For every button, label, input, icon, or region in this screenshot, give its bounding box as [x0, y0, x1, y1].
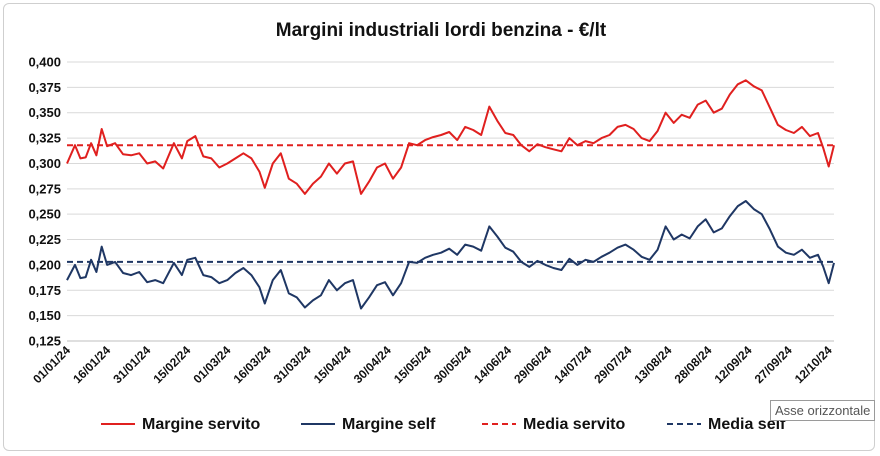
x-tick-label: 31/03/24	[271, 343, 314, 386]
axis-tooltip: Asse orizzontale	[770, 400, 876, 421]
series-line	[66, 79, 835, 195]
legend-label: Media self	[708, 416, 786, 433]
x-tick-label: 15/02/24	[150, 343, 193, 386]
y-tick-label: 0,225	[28, 232, 61, 247]
x-tick-label: 16/03/24	[231, 343, 274, 386]
x-tick-label: 29/06/24	[511, 343, 554, 386]
legend-label: Margine self	[342, 416, 436, 433]
y-tick-label: 0,400	[28, 55, 61, 70]
legend: Margine servito Margine self Media servito…	[101, 416, 786, 433]
x-tick-label: 14/07/24	[551, 343, 594, 386]
x-tick-label: 01/03/24	[191, 343, 234, 386]
x-tick-label: 16/01/24	[70, 343, 113, 386]
series-line	[66, 200, 835, 310]
y-tick-label: 0,125	[28, 334, 61, 349]
x-tick-label: 15/05/24	[391, 343, 434, 386]
x-tick-label: 30/04/24	[351, 343, 394, 386]
y-tick-label: 0,275	[28, 181, 61, 196]
y-tick-label: 0,200	[28, 257, 61, 272]
x-tick-label: 12/09/24	[712, 343, 755, 386]
x-tick-label: 12/10/24	[792, 343, 835, 386]
x-tick-label: 28/08/24	[672, 343, 715, 386]
y-tick-label: 0,375	[28, 80, 61, 95]
y-tick-label: 0,350	[28, 105, 61, 120]
y-tick-label: 0,300	[28, 156, 61, 171]
x-axis[interactable]: 01/01/2416/01/2431/01/2415/02/2401/03/24…	[30, 340, 835, 386]
chart-container: Margini industriali lordi benzina - €/lt…	[3, 3, 876, 451]
plot-area	[66, 79, 835, 310]
y-tick-label: 0,175	[28, 283, 61, 298]
y-tick-label: 0,250	[28, 207, 61, 222]
y-axis: 0,125 0,150 0,175 0,200 0,225 0,250 0,275 0,300…	[28, 55, 61, 349]
x-tick-label: 29/07/24	[591, 343, 634, 386]
x-tick-label: 27/09/24	[752, 343, 795, 386]
y-tick-label: 0,150	[28, 308, 61, 323]
x-tick-label: 31/01/24	[110, 343, 153, 386]
x-tick-label: 30/05/24	[431, 343, 474, 386]
chart-svg: Margini industriali lordi benzina - €/lt…	[28, 20, 835, 433]
x-tick-label: 14/06/24	[471, 343, 514, 386]
x-tick-label: 15/04/24	[311, 343, 354, 386]
chart-title: Margini industriali lordi benzina - €/lt	[276, 20, 607, 41]
legend-label: Margine servito	[142, 416, 260, 433]
gridlines	[67, 61, 834, 342]
x-tick-label: 13/08/24	[631, 343, 674, 386]
y-tick-label: 0,325	[28, 131, 61, 146]
x-tick-label: 01/01/24	[30, 343, 73, 386]
legend-label: Media servito	[523, 416, 625, 433]
